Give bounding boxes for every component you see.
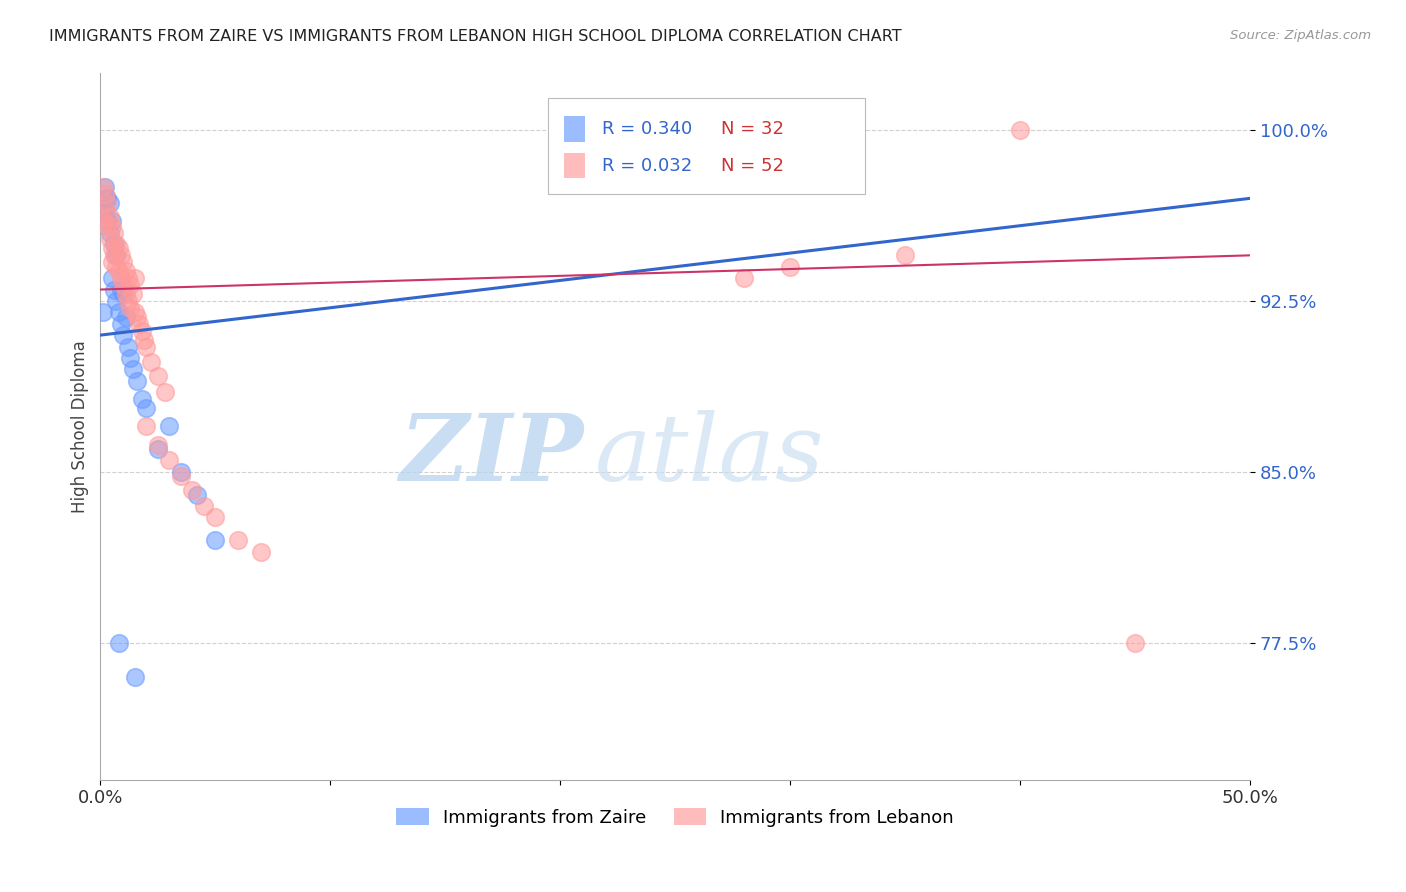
Point	[733, 271, 755, 285]
Point	[91, 305, 114, 319]
Point	[110, 248, 132, 262]
Point	[170, 469, 193, 483]
Point	[110, 283, 132, 297]
Point	[779, 260, 801, 274]
Point	[91, 180, 114, 194]
Text: R = 0.340: R = 0.340	[602, 120, 692, 137]
Point	[132, 333, 155, 347]
Point	[117, 293, 139, 308]
Point	[98, 232, 121, 246]
Point	[127, 374, 149, 388]
Point	[131, 392, 153, 406]
Point	[107, 636, 129, 650]
Point	[110, 317, 132, 331]
Text: ZIP: ZIP	[399, 409, 583, 500]
Text: N = 32: N = 32	[721, 120, 785, 137]
Point	[105, 236, 128, 251]
Point	[112, 277, 135, 292]
Point	[146, 442, 169, 456]
Point	[153, 385, 176, 400]
Text: Source: ZipAtlas.com: Source: ZipAtlas.com	[1230, 29, 1371, 42]
Point	[98, 195, 121, 210]
Point	[120, 351, 142, 365]
Point	[94, 180, 117, 194]
Point	[101, 242, 124, 256]
Legend: Immigrants from Zaire, Immigrants from Lebanon: Immigrants from Zaire, Immigrants from L…	[389, 801, 962, 834]
Point	[135, 339, 157, 353]
Point	[157, 453, 180, 467]
Point	[98, 210, 121, 224]
Point	[117, 271, 139, 285]
Point	[186, 488, 208, 502]
Point	[110, 271, 132, 285]
Point	[226, 533, 249, 548]
Point	[94, 202, 117, 217]
Point	[107, 264, 129, 278]
Point	[135, 419, 157, 434]
Point	[1010, 123, 1032, 137]
Point	[139, 355, 162, 369]
Point	[105, 248, 128, 262]
Point	[96, 191, 118, 205]
Point	[204, 533, 226, 548]
Text: R = 0.032: R = 0.032	[602, 156, 692, 175]
Point	[94, 202, 117, 217]
Text: IMMIGRANTS FROM ZAIRE VS IMMIGRANTS FROM LEBANON HIGH SCHOOL DIPLOMA CORRELATION: IMMIGRANTS FROM ZAIRE VS IMMIGRANTS FROM…	[49, 29, 901, 44]
Point	[105, 293, 128, 308]
Point	[121, 362, 143, 376]
Point	[170, 465, 193, 479]
Point	[96, 195, 118, 210]
Point	[1123, 636, 1146, 650]
Point	[101, 271, 124, 285]
Point	[894, 248, 917, 262]
Point	[112, 255, 135, 269]
Text: atlas: atlas	[595, 409, 824, 500]
Point	[120, 301, 142, 315]
Point	[157, 419, 180, 434]
Point	[103, 283, 125, 297]
Y-axis label: High School Diploma: High School Diploma	[72, 340, 89, 513]
Point	[114, 287, 136, 301]
Point	[117, 339, 139, 353]
Point	[107, 305, 129, 319]
Point	[98, 226, 121, 240]
Text: N = 52: N = 52	[721, 156, 785, 175]
Point	[128, 317, 150, 331]
Point	[114, 264, 136, 278]
Point	[112, 287, 135, 301]
Point	[181, 483, 204, 497]
Point	[103, 236, 125, 251]
Point	[124, 670, 146, 684]
Point	[127, 310, 149, 324]
Point	[96, 214, 118, 228]
Point	[91, 214, 114, 228]
Point	[204, 510, 226, 524]
Point	[250, 544, 273, 558]
Point	[101, 214, 124, 228]
Point	[121, 287, 143, 301]
Point	[94, 186, 117, 201]
Point	[101, 219, 124, 233]
Point	[103, 226, 125, 240]
Point	[101, 255, 124, 269]
Point	[124, 271, 146, 285]
Point	[103, 248, 125, 262]
Point	[193, 499, 215, 513]
Point	[107, 242, 129, 256]
Point	[114, 310, 136, 324]
Point	[120, 277, 142, 292]
Point	[146, 369, 169, 384]
Point	[131, 324, 153, 338]
Point	[105, 260, 128, 274]
Point	[124, 305, 146, 319]
Point	[112, 328, 135, 343]
Point	[96, 219, 118, 233]
Point	[146, 437, 169, 451]
Point	[135, 401, 157, 415]
